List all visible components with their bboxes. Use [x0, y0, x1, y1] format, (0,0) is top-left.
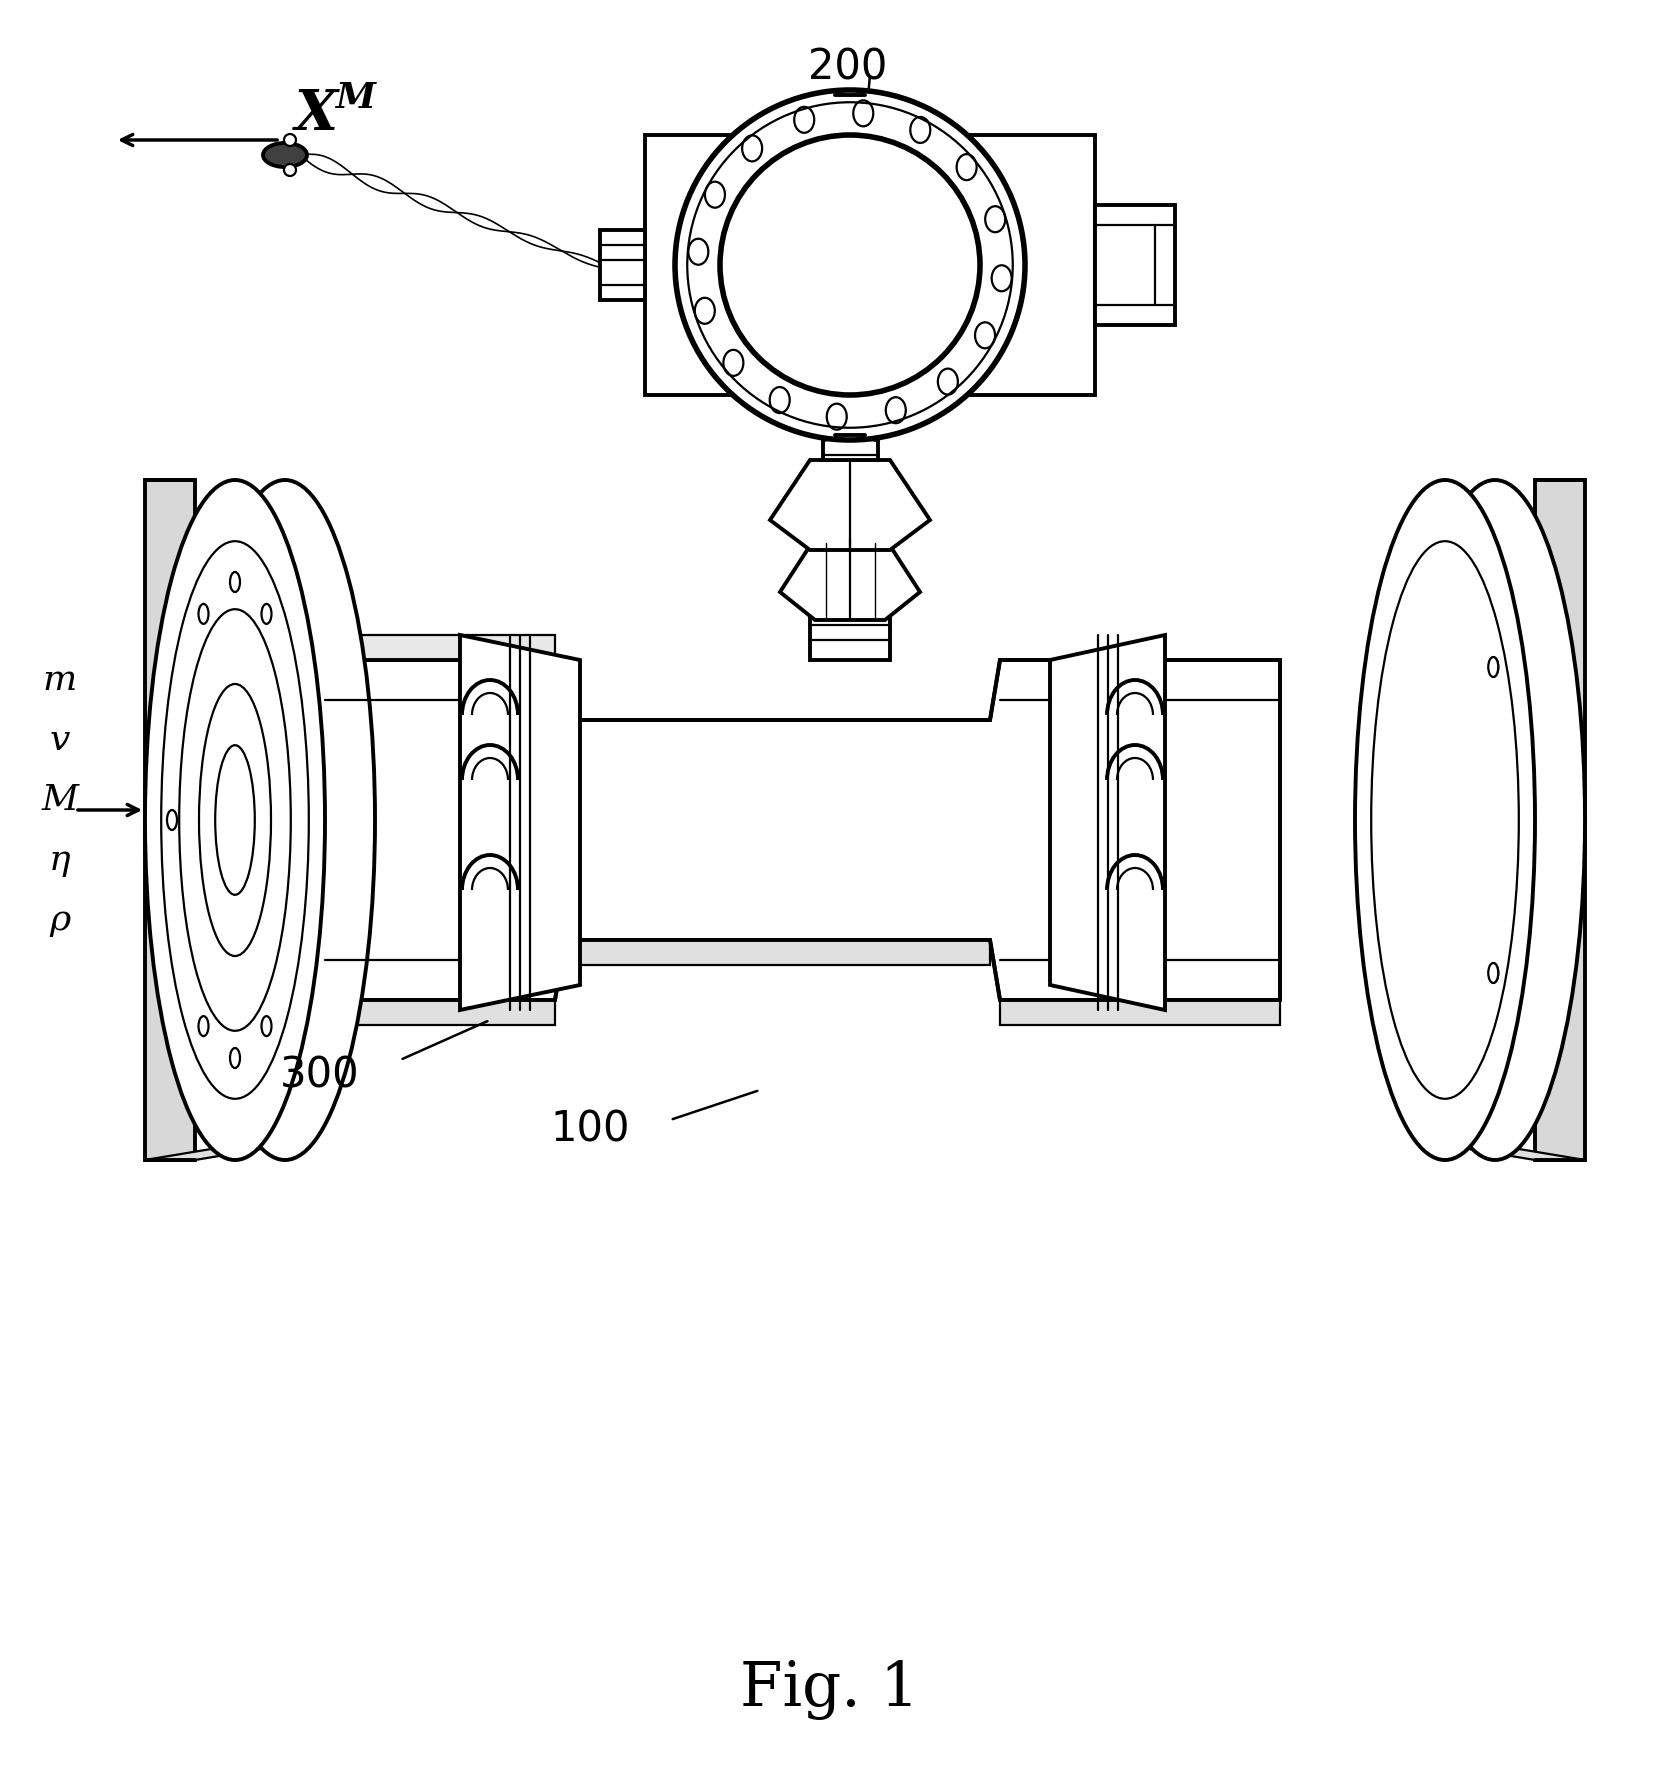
Ellipse shape — [937, 369, 957, 394]
Ellipse shape — [985, 207, 1005, 232]
Bar — [645, 136, 1095, 394]
Ellipse shape — [179, 608, 290, 1031]
Ellipse shape — [826, 403, 846, 430]
Text: 200: 200 — [808, 46, 888, 89]
Text: m: m — [43, 664, 76, 698]
Ellipse shape — [957, 153, 977, 180]
Text: Fig. 1: Fig. 1 — [740, 1659, 919, 1720]
Polygon shape — [566, 940, 990, 965]
Bar — [823, 419, 878, 460]
Polygon shape — [780, 539, 921, 621]
Text: v: v — [50, 723, 70, 756]
Ellipse shape — [688, 239, 708, 264]
Ellipse shape — [231, 1047, 241, 1069]
Ellipse shape — [853, 100, 873, 127]
Text: X: X — [295, 87, 338, 143]
Ellipse shape — [675, 89, 1025, 441]
Ellipse shape — [196, 480, 375, 1160]
Polygon shape — [144, 480, 196, 1160]
Ellipse shape — [886, 398, 906, 423]
Ellipse shape — [1355, 480, 1535, 1160]
Bar — [810, 610, 889, 660]
Ellipse shape — [144, 480, 325, 1160]
Ellipse shape — [1372, 541, 1518, 1099]
Ellipse shape — [216, 746, 255, 896]
Text: η: η — [50, 844, 71, 878]
Ellipse shape — [1488, 657, 1498, 676]
Ellipse shape — [199, 683, 270, 956]
Polygon shape — [144, 1145, 285, 1160]
Polygon shape — [325, 1001, 556, 1026]
Ellipse shape — [161, 541, 309, 1099]
Ellipse shape — [742, 136, 761, 161]
Ellipse shape — [695, 298, 715, 323]
Text: 100: 100 — [551, 1110, 630, 1151]
Ellipse shape — [720, 136, 980, 394]
Ellipse shape — [723, 350, 743, 376]
Polygon shape — [1445, 1145, 1584, 1160]
Text: M: M — [41, 783, 78, 817]
Polygon shape — [460, 635, 581, 1010]
Ellipse shape — [911, 118, 931, 143]
Bar — [1095, 205, 1175, 325]
Ellipse shape — [262, 1017, 272, 1037]
Ellipse shape — [705, 182, 725, 207]
Polygon shape — [1535, 480, 1584, 1160]
Ellipse shape — [262, 605, 272, 624]
Ellipse shape — [199, 1017, 209, 1037]
Ellipse shape — [284, 164, 295, 177]
Polygon shape — [1050, 635, 1165, 1010]
Polygon shape — [770, 460, 931, 549]
Ellipse shape — [975, 323, 995, 348]
Ellipse shape — [992, 266, 1012, 291]
Text: ρ: ρ — [50, 903, 71, 937]
Text: M: M — [335, 80, 375, 114]
Ellipse shape — [199, 605, 209, 624]
Ellipse shape — [1405, 480, 1584, 1160]
Text: 300: 300 — [280, 1054, 360, 1095]
Ellipse shape — [168, 810, 178, 830]
Ellipse shape — [284, 134, 295, 146]
Ellipse shape — [264, 143, 307, 168]
Polygon shape — [325, 635, 556, 660]
Ellipse shape — [231, 573, 241, 592]
Polygon shape — [1000, 1001, 1281, 1026]
Polygon shape — [325, 660, 1281, 1001]
Ellipse shape — [795, 107, 815, 132]
Bar — [601, 230, 645, 300]
Bar — [810, 120, 889, 136]
Ellipse shape — [1488, 963, 1498, 983]
Ellipse shape — [770, 387, 790, 414]
